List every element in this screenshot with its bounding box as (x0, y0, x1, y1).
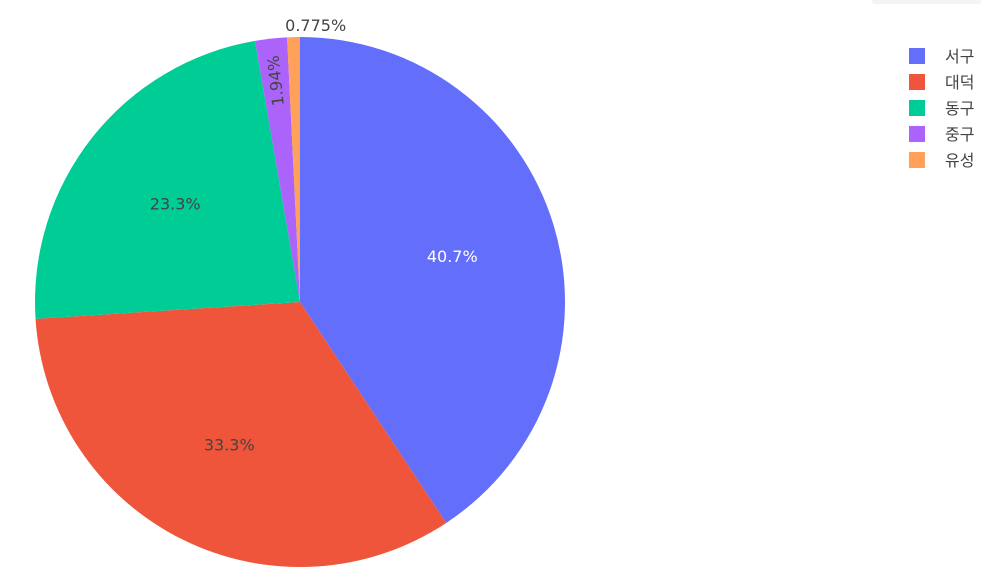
legend-label-0: 서구 (945, 47, 974, 66)
legend-label-3: 중구 (945, 125, 974, 144)
legend-item-4[interactable]: 유성 (909, 151, 974, 170)
pie-slice-4[interactable] (287, 37, 300, 302)
slice-label-2: 23.3% (150, 194, 201, 213)
legend-swatch-3 (909, 126, 925, 142)
pie-slice-0[interactable] (300, 37, 565, 523)
pie-slice-3[interactable] (255, 37, 300, 302)
slice-label-4: 0.775% (285, 16, 346, 35)
pie-slice-2[interactable] (34, 40, 300, 319)
slice-label-0: 40.7% (427, 247, 478, 266)
modebar (872, 0, 981, 4)
legend-label-2: 동구 (945, 99, 974, 118)
legend-item-3[interactable]: 중구 (909, 125, 974, 144)
legend-swatch-1 (909, 74, 925, 90)
pie-slice-1[interactable] (35, 302, 447, 567)
legend-swatch-4 (909, 152, 925, 168)
legend-item-2[interactable]: 동구 (909, 99, 974, 118)
legend-label-4: 유성 (945, 151, 974, 170)
legend-swatch-0 (909, 48, 925, 64)
legend-swatch-2 (909, 100, 925, 116)
legend-item-0[interactable]: 서구 (909, 47, 974, 66)
slice-label-1: 33.3% (204, 435, 255, 454)
legend-item-1[interactable]: 대덕 (909, 73, 974, 92)
pie-slices (34, 37, 565, 567)
legend-label-1: 대덕 (945, 73, 974, 92)
